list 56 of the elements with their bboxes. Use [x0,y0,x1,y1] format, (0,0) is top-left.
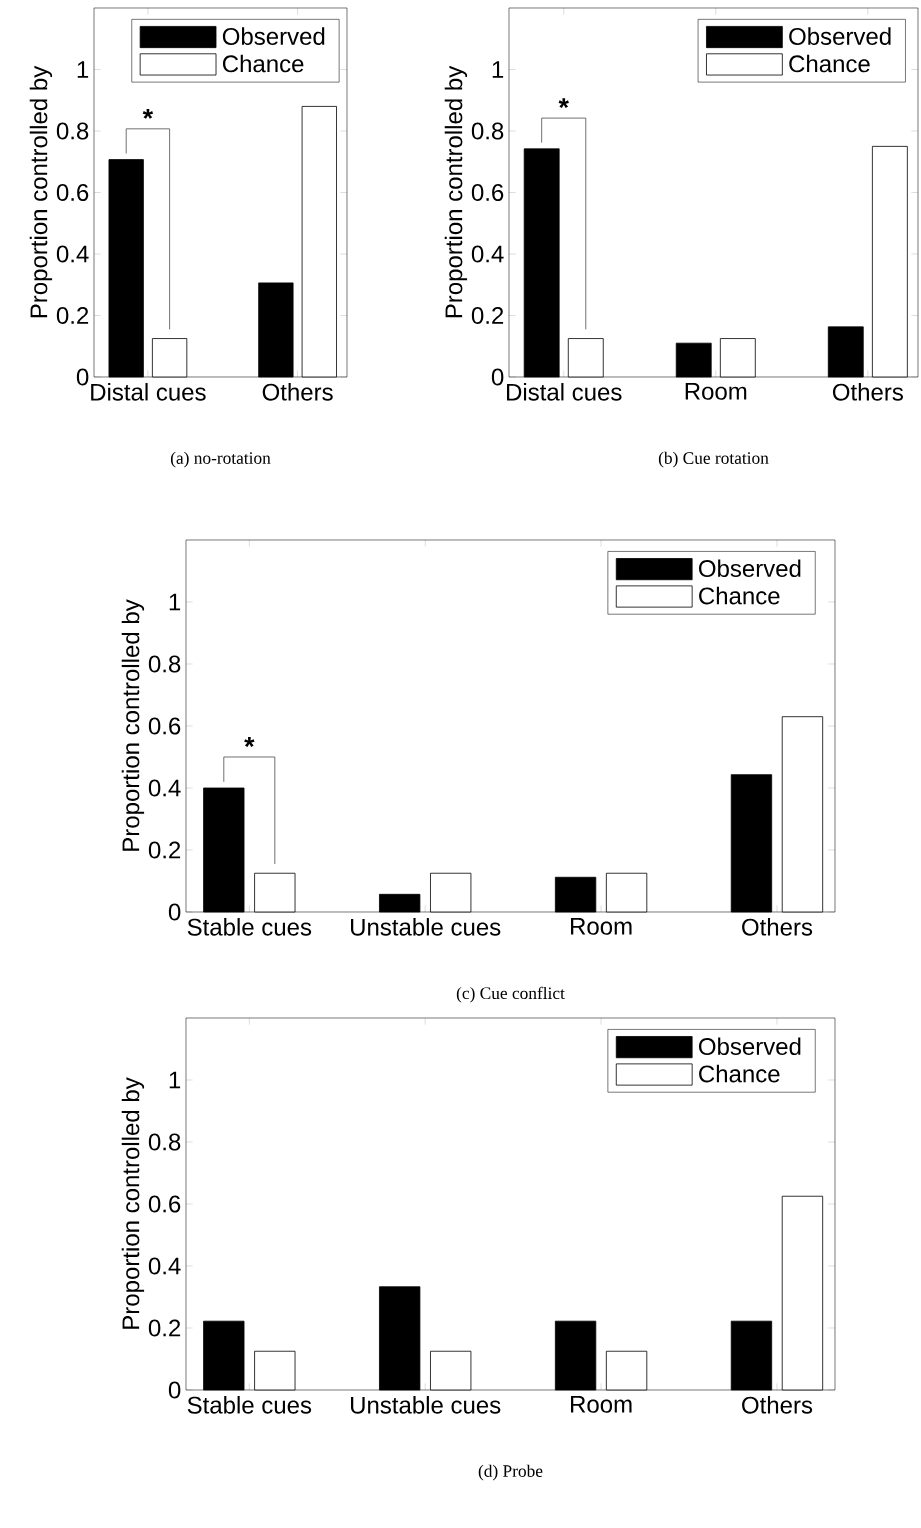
x-tick-label: Others [832,383,903,401]
x-tick-label: Room [571,918,632,935]
legend-label: Observed [789,27,891,45]
x-tick-label: Unstable cues [351,918,501,936]
y-tick-label: 1 [492,61,504,78]
text: (b) Cue rotation [658,451,769,468]
y-tick-label: 0.4 [471,245,504,263]
y-tick-label: 0.2 [56,306,89,324]
legend-label: Chance [222,54,304,73]
y-tick-label: 1 [169,1071,181,1089]
x-tick-label: Others [742,1396,813,1414]
y-tick-label: 0 [76,368,89,386]
y-tick-label: 0.2 [148,1319,181,1337]
text: (d) Probe [478,1464,543,1481]
y-tick-label: 0.2 [148,841,181,859]
annotation: * [142,108,154,119]
x-tick-label: Others [262,383,333,401]
x-tick-label: Distal cues [507,383,622,401]
y-tick-label: 0.4 [148,779,181,797]
x-tick-label: Distal cues [91,383,206,401]
legend-label: Observed [222,27,325,45]
annotation: * [558,98,569,109]
x-tick-label: Stable cues [187,1396,312,1414]
y-tick-label: 1 [77,61,89,78]
legend-label: Observed [699,559,801,578]
y-tick-label: 0 [168,1381,181,1399]
y-tick-label: 0.8 [56,122,89,140]
y-tick-label: 1 [169,593,181,611]
y-tick-label: 0.2 [471,306,504,324]
y-tick-label: 0.8 [148,1133,181,1151]
x-tick-label: Others [742,918,813,936]
y-tick-label: 0.4 [56,245,89,263]
legend-label: Observed [699,1037,801,1056]
y-tick-label: 0.4 [148,1257,181,1275]
y-tick-label: 0.8 [148,655,181,673]
y-axis-title: Proportion controlled by [29,65,53,318]
annotation: * [244,737,255,747]
x-tick-label: Room [571,1396,632,1413]
y-tick-label: 0.6 [56,183,89,201]
y-tick-label: 0.6 [148,1195,181,1213]
legend-label: Chance [789,54,870,73]
y-tick-label: 0.6 [471,183,504,201]
y-axis-title: Proportion controlled by [121,1077,145,1329]
y-axis-title: Proportion controlled by [444,65,468,318]
y-tick-label: 0 [168,903,181,921]
y-tick-label: 0.8 [471,122,504,140]
x-tick-label: Unstable cues [351,1396,501,1414]
y-tick-label: 0.6 [148,717,181,735]
legend-label: Chance [699,586,780,605]
x-tick-label: Room [685,383,747,400]
x-tick-label: Stable cues [187,918,312,936]
text: (c) Cue conflict [456,986,565,1003]
legend-label: Chance [699,1064,780,1083]
text: (a) no-rotation [170,451,271,468]
y-tick-label: 0 [491,368,504,386]
y-axis-title: Proportion controlled by [121,599,145,851]
